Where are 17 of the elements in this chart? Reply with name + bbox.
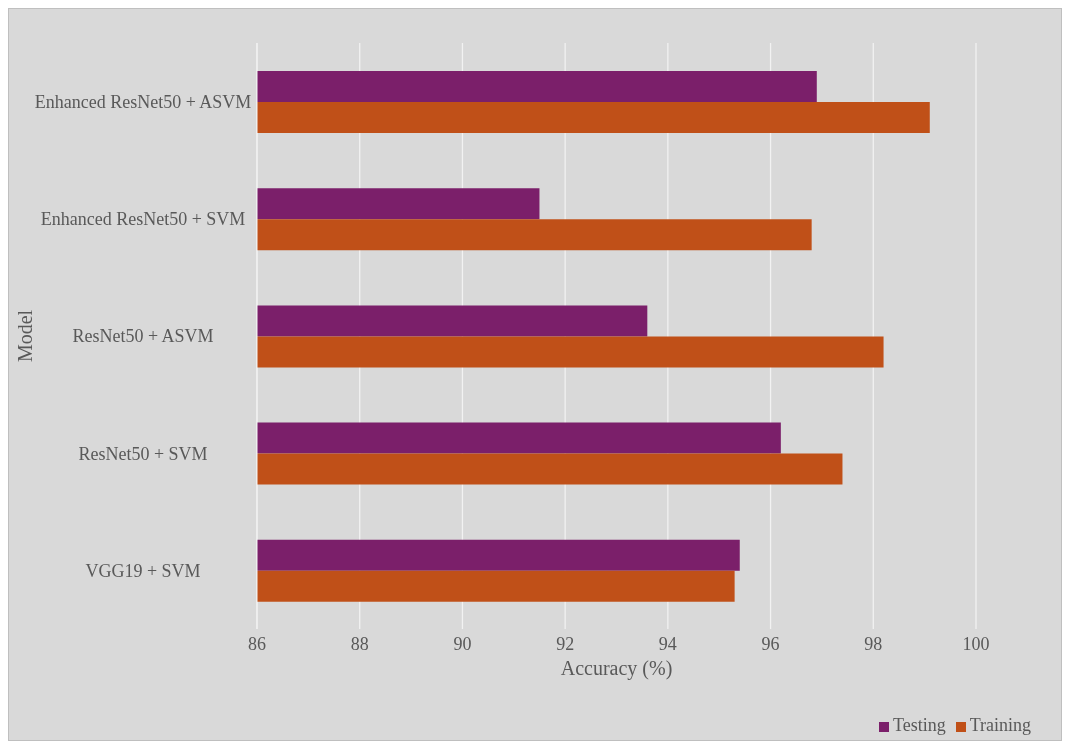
legend-label: Testing	[892, 715, 946, 735]
x-axis-title: Accuracy (%)	[560, 657, 673, 680]
y-tick-label: VGG19 + SVM	[85, 560, 201, 581]
x-tick-label: 96	[761, 633, 780, 654]
y-tick-label: ResNet50 + ASVM	[72, 326, 214, 347]
x-tick-label: 88	[350, 633, 369, 654]
y-tick-label: ResNet50 + SVM	[78, 443, 208, 464]
x-tick-label: 86	[248, 633, 266, 654]
x-tick-label: 100	[962, 633, 990, 654]
x-tick-label: 98	[864, 633, 883, 654]
y-tick-label: Enhanced ResNet50 + ASVM	[34, 91, 252, 112]
x-tick-label: 94	[658, 633, 677, 654]
x-tick-label: 92	[556, 633, 575, 654]
legend-label: Training	[969, 715, 1031, 735]
y-tick-label: Enhanced ResNet50 + SVM	[40, 209, 246, 230]
y-axis-title: Model	[14, 309, 37, 363]
x-tick-label: 90	[453, 633, 472, 654]
